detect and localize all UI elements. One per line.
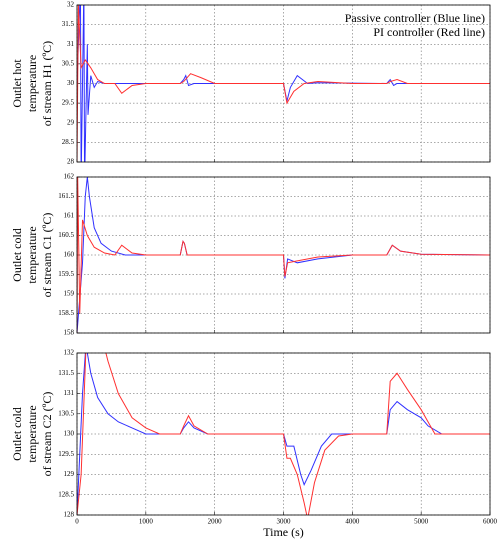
y-tick-label: 28 <box>67 158 75 166</box>
y-tick-label: 159.5 <box>58 270 74 278</box>
plot-frame <box>76 176 491 334</box>
y-tick-label: 128.5 <box>58 490 74 498</box>
y-tick-label: 131.5 <box>58 369 74 377</box>
y-axis-label: temperature <box>25 55 39 112</box>
y-tick-label: 158.5 <box>58 309 74 317</box>
y-tick-label: 159 <box>64 290 75 298</box>
y-axis-label: of stream H1 (ºC) <box>40 41 54 126</box>
x-tick-label: 6000 <box>483 518 498 526</box>
y-tick-label: 158 <box>64 329 75 337</box>
y-tick-label: 32 <box>67 1 75 9</box>
y-axis-label: temperature <box>25 405 39 462</box>
y-tick-label: 131 <box>64 389 75 397</box>
y-axis-label: Outlet cold <box>10 407 24 461</box>
y-tick-label: 29.5 <box>62 99 75 107</box>
x-tick-label: 5000 <box>414 518 429 526</box>
y-axis-label: temperature <box>25 226 39 283</box>
x-tick-label: 3000 <box>277 518 292 526</box>
y-axis-label: Outlet hot <box>10 59 24 108</box>
y-tick-label: 128 <box>64 511 75 519</box>
y-tick-label: 130.5 <box>58 409 74 417</box>
x-tick-label: 4000 <box>345 518 360 526</box>
x-tick-label: 0 <box>75 518 79 526</box>
x-tick-label: 2000 <box>208 518 223 526</box>
y-tick-label: 160 <box>64 251 75 259</box>
series-line <box>77 5 490 162</box>
y-tick-label: 161.5 <box>58 192 74 200</box>
y-tick-label: 160.5 <box>58 231 74 239</box>
legend-label: Passive controller (Blue line) <box>345 11 485 25</box>
y-tick-label: 28.5 <box>62 138 75 146</box>
x-tick-label: 1000 <box>139 518 154 526</box>
x-axis-label: Time (s) <box>263 525 304 539</box>
y-tick-label: 29 <box>67 118 75 126</box>
y-tick-label: 31.5 <box>62 20 75 28</box>
plot-frame <box>76 352 491 516</box>
legend-label: PI controller (Red line) <box>373 25 485 39</box>
y-tick-label: 161 <box>64 212 75 220</box>
series-line <box>77 5 490 162</box>
y-tick-label: 162 <box>64 173 75 181</box>
y-tick-label: 129 <box>64 470 75 478</box>
y-tick-label: 130 <box>64 430 75 438</box>
y-tick-label: 30.5 <box>62 59 75 67</box>
panel: 28 28.5 29 29.5 30 30.5 31 31.5 32 Passive contro… <box>10 1 491 166</box>
y-tick-label: 30 <box>67 79 75 87</box>
plot-frame <box>76 4 491 163</box>
y-axis-label: of stream C2 (ºC) <box>40 392 54 477</box>
y-tick-label: 31 <box>67 40 75 48</box>
series-line <box>77 177 490 333</box>
panel: 128 128.5 129 129.5 130 130.5 131 131.5 132 0 1000… <box>10 349 498 539</box>
y-tick-label: 132 <box>64 349 75 357</box>
y-axis-label: of stream C1 (ºC) <box>40 213 54 298</box>
y-axis-label: Outlet cold <box>10 228 24 282</box>
panel: 158 158.5 159 159.5 160 160.5 161 161.5 162 Outle… <box>10 173 491 337</box>
series-line <box>77 353 490 515</box>
y-tick-label: 129.5 <box>58 450 74 458</box>
